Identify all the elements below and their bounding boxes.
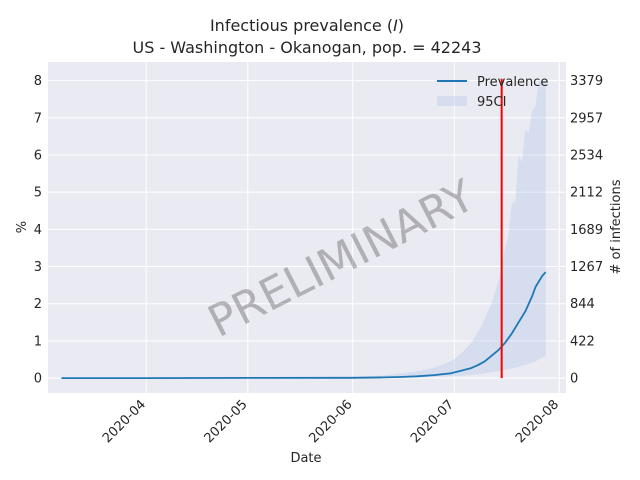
legend-ci-label: 95CI [477,95,506,110]
y-tick-label: 2 [34,297,42,312]
ci-band-layer [61,80,546,379]
y-right-tick-label: 844 [570,297,595,312]
legend: Prevalence 95CI [437,75,548,110]
chart-subtitle: US - Washington - Okanogan, pop. = 42243 [132,38,481,57]
y-tick-label: 1 [34,334,42,349]
y-right-tick-label: 2957 [570,111,603,126]
x-tick-label: 2020-08 [513,397,562,446]
plot-area [48,62,566,393]
x-tick-label: 2020-04 [100,397,149,446]
y-axis-right-label: # of infections [609,179,624,274]
y-tick-label: 0 [34,372,42,387]
y-right-tick-label: 0 [570,372,578,387]
x-axis-label: Date [290,451,321,466]
y-right-tick-label: 3379 [570,74,603,89]
x-tick-label: 2020-05 [202,397,251,446]
x-tick-label: 2020-06 [307,397,356,446]
x-axis-ticks: 2020-04 2020-05 2020-06 2020-07 2020-08 [100,397,562,446]
y-axis-left-ticks: 0 1 2 3 4 5 6 7 8 [34,74,42,387]
y-tick-label: 5 [34,186,42,201]
chart-title: Infectious prevalence (I) [210,16,404,35]
y-right-tick-label: 422 [570,334,595,349]
y-axis-label: % [15,221,30,233]
y-tick-label: 6 [34,148,42,163]
y-tick-label: 4 [34,223,42,238]
x-tick-label: 2020-07 [408,397,457,446]
ci-band [61,80,546,379]
y-right-tick-label: 1267 [570,260,603,275]
y-axis-right-ticks: 0 422 844 1267 1689 2112 2534 2957 3379 [570,74,603,387]
y-right-tick-label: 2112 [570,186,603,201]
y-tick-label: 7 [34,111,42,126]
y-right-tick-label: 1689 [570,223,603,238]
legend-ci-swatch [437,96,467,106]
prevalence-line [61,271,547,379]
y-right-tick-label: 2534 [570,148,603,163]
legend-prevalence-label: Prevalence [477,75,548,90]
gridlines [48,62,566,393]
prevalence-line-layer [61,271,547,379]
y-tick-label: 8 [34,74,42,89]
y-tick-label: 3 [34,260,42,275]
